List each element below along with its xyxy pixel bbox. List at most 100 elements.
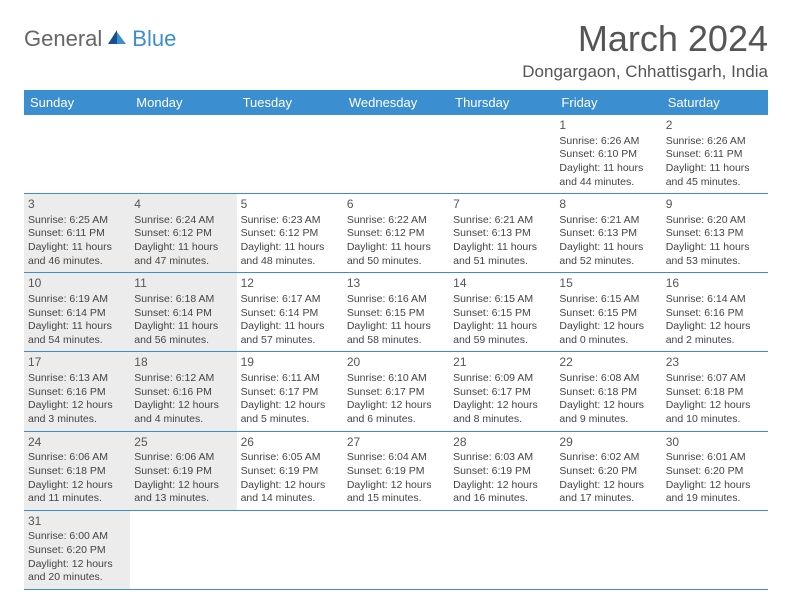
calendar-weekday-header: SundayMondayTuesdayWednesdayThursdayFrid… <box>24 90 768 115</box>
calendar-cell: 15Sunrise: 6:15 AMSunset: 6:15 PMDayligh… <box>555 273 661 352</box>
day-number: 4 <box>134 197 232 213</box>
calendar-cell: 10Sunrise: 6:19 AMSunset: 6:14 PMDayligh… <box>24 273 130 352</box>
sunset-text: Sunset: 6:17 PM <box>241 386 339 400</box>
daylight-text: Daylight: 12 hours and 5 minutes. <box>241 399 339 426</box>
day-number: 26 <box>241 435 339 451</box>
sunrise-text: Sunrise: 6:13 AM <box>28 372 126 386</box>
sunset-text: Sunset: 6:12 PM <box>347 227 445 241</box>
daylight-text: Daylight: 12 hours and 11 minutes. <box>28 479 126 506</box>
day-number: 28 <box>453 435 551 451</box>
sunset-text: Sunset: 6:13 PM <box>666 227 764 241</box>
logo: General Blue <box>24 26 176 52</box>
weekday-label: Sunday <box>24 90 130 115</box>
calendar-cell: 11Sunrise: 6:18 AMSunset: 6:14 PMDayligh… <box>130 273 236 352</box>
calendar-cell-empty <box>237 511 343 590</box>
sunset-text: Sunset: 6:19 PM <box>134 465 232 479</box>
daylight-text: Daylight: 12 hours and 2 minutes. <box>666 320 764 347</box>
daylight-text: Daylight: 12 hours and 16 minutes. <box>453 479 551 506</box>
sunrise-text: Sunrise: 6:21 AM <box>559 214 657 228</box>
sunset-text: Sunset: 6:20 PM <box>559 465 657 479</box>
daylight-text: Daylight: 12 hours and 20 minutes. <box>28 558 126 585</box>
calendar-cell: 17Sunrise: 6:13 AMSunset: 6:16 PMDayligh… <box>24 352 130 431</box>
calendar-cell-empty <box>130 115 236 194</box>
sunrise-text: Sunrise: 6:09 AM <box>453 372 551 386</box>
location-text: Dongargaon, Chhattisgarh, India <box>522 62 768 82</box>
day-number: 11 <box>134 276 232 292</box>
sunrise-text: Sunrise: 6:05 AM <box>241 451 339 465</box>
daylight-text: Daylight: 11 hours and 46 minutes. <box>28 241 126 268</box>
day-number: 9 <box>666 197 764 213</box>
logo-text-general: General <box>24 26 102 52</box>
sunset-text: Sunset: 6:19 PM <box>241 465 339 479</box>
calendar-cell: 3Sunrise: 6:25 AMSunset: 6:11 PMDaylight… <box>24 194 130 273</box>
daylight-text: Daylight: 12 hours and 14 minutes. <box>241 479 339 506</box>
calendar-cell: 1Sunrise: 6:26 AMSunset: 6:10 PMDaylight… <box>555 115 661 194</box>
day-number: 31 <box>28 514 126 530</box>
sunrise-text: Sunrise: 6:01 AM <box>666 451 764 465</box>
day-number: 16 <box>666 276 764 292</box>
sunset-text: Sunset: 6:11 PM <box>28 227 126 241</box>
sunrise-text: Sunrise: 6:26 AM <box>559 135 657 149</box>
sunrise-text: Sunrise: 6:26 AM <box>666 135 764 149</box>
sunrise-text: Sunrise: 6:12 AM <box>134 372 232 386</box>
day-number: 24 <box>28 435 126 451</box>
title-block: March 2024 Dongargaon, Chhattisgarh, Ind… <box>522 18 768 82</box>
daylight-text: Daylight: 11 hours and 47 minutes. <box>134 241 232 268</box>
sunrise-text: Sunrise: 6:07 AM <box>666 372 764 386</box>
calendar-cell: 24Sunrise: 6:06 AMSunset: 6:18 PMDayligh… <box>24 432 130 511</box>
sunset-text: Sunset: 6:19 PM <box>347 465 445 479</box>
sunrise-text: Sunrise: 6:17 AM <box>241 293 339 307</box>
sunrise-text: Sunrise: 6:10 AM <box>347 372 445 386</box>
calendar-cell-empty <box>449 511 555 590</box>
calendar-body: 1Sunrise: 6:26 AMSunset: 6:10 PMDaylight… <box>24 115 768 590</box>
sunset-text: Sunset: 6:18 PM <box>559 386 657 400</box>
calendar-cell-empty <box>555 511 661 590</box>
daylight-text: Daylight: 11 hours and 54 minutes. <box>28 320 126 347</box>
sunset-text: Sunset: 6:12 PM <box>241 227 339 241</box>
day-number: 2 <box>666 118 764 134</box>
calendar-cell: 20Sunrise: 6:10 AMSunset: 6:17 PMDayligh… <box>343 352 449 431</box>
daylight-text: Daylight: 12 hours and 3 minutes. <box>28 399 126 426</box>
calendar-cell-empty <box>449 115 555 194</box>
sunset-text: Sunset: 6:15 PM <box>347 307 445 321</box>
calendar-cell: 31Sunrise: 6:00 AMSunset: 6:20 PMDayligh… <box>24 511 130 590</box>
calendar-cell: 12Sunrise: 6:17 AMSunset: 6:14 PMDayligh… <box>237 273 343 352</box>
sunset-text: Sunset: 6:16 PM <box>134 386 232 400</box>
calendar-cell: 30Sunrise: 6:01 AMSunset: 6:20 PMDayligh… <box>662 432 768 511</box>
daylight-text: Daylight: 11 hours and 50 minutes. <box>347 241 445 268</box>
calendar-cell: 14Sunrise: 6:15 AMSunset: 6:15 PMDayligh… <box>449 273 555 352</box>
daylight-text: Daylight: 12 hours and 17 minutes. <box>559 479 657 506</box>
day-number: 20 <box>347 355 445 371</box>
calendar-cell: 9Sunrise: 6:20 AMSunset: 6:13 PMDaylight… <box>662 194 768 273</box>
sunrise-text: Sunrise: 6:22 AM <box>347 214 445 228</box>
logo-text-blue: Blue <box>132 26 176 52</box>
sunrise-text: Sunrise: 6:21 AM <box>453 214 551 228</box>
sunrise-text: Sunrise: 6:18 AM <box>134 293 232 307</box>
daylight-text: Daylight: 12 hours and 15 minutes. <box>347 479 445 506</box>
day-number: 19 <box>241 355 339 371</box>
daylight-text: Daylight: 12 hours and 10 minutes. <box>666 399 764 426</box>
daylight-text: Daylight: 12 hours and 13 minutes. <box>134 479 232 506</box>
calendar-cell: 4Sunrise: 6:24 AMSunset: 6:12 PMDaylight… <box>130 194 236 273</box>
day-number: 18 <box>134 355 232 371</box>
sunset-text: Sunset: 6:15 PM <box>453 307 551 321</box>
sunset-text: Sunset: 6:18 PM <box>28 465 126 479</box>
sunset-text: Sunset: 6:12 PM <box>134 227 232 241</box>
daylight-text: Daylight: 11 hours and 53 minutes. <box>666 241 764 268</box>
day-number: 17 <box>28 355 126 371</box>
daylight-text: Daylight: 12 hours and 0 minutes. <box>559 320 657 347</box>
calendar-cell-empty <box>237 115 343 194</box>
sunset-text: Sunset: 6:15 PM <box>559 307 657 321</box>
calendar-cell-empty <box>343 115 449 194</box>
weekday-label: Thursday <box>449 90 555 115</box>
day-number: 23 <box>666 355 764 371</box>
sunrise-text: Sunrise: 6:19 AM <box>28 293 126 307</box>
sunrise-text: Sunrise: 6:14 AM <box>666 293 764 307</box>
daylight-text: Daylight: 11 hours and 59 minutes. <box>453 320 551 347</box>
daylight-text: Daylight: 11 hours and 58 minutes. <box>347 320 445 347</box>
calendar-cell: 16Sunrise: 6:14 AMSunset: 6:16 PMDayligh… <box>662 273 768 352</box>
sunrise-text: Sunrise: 6:16 AM <box>347 293 445 307</box>
sunrise-text: Sunrise: 6:25 AM <box>28 214 126 228</box>
weekday-label: Monday <box>130 90 236 115</box>
sunset-text: Sunset: 6:14 PM <box>28 307 126 321</box>
